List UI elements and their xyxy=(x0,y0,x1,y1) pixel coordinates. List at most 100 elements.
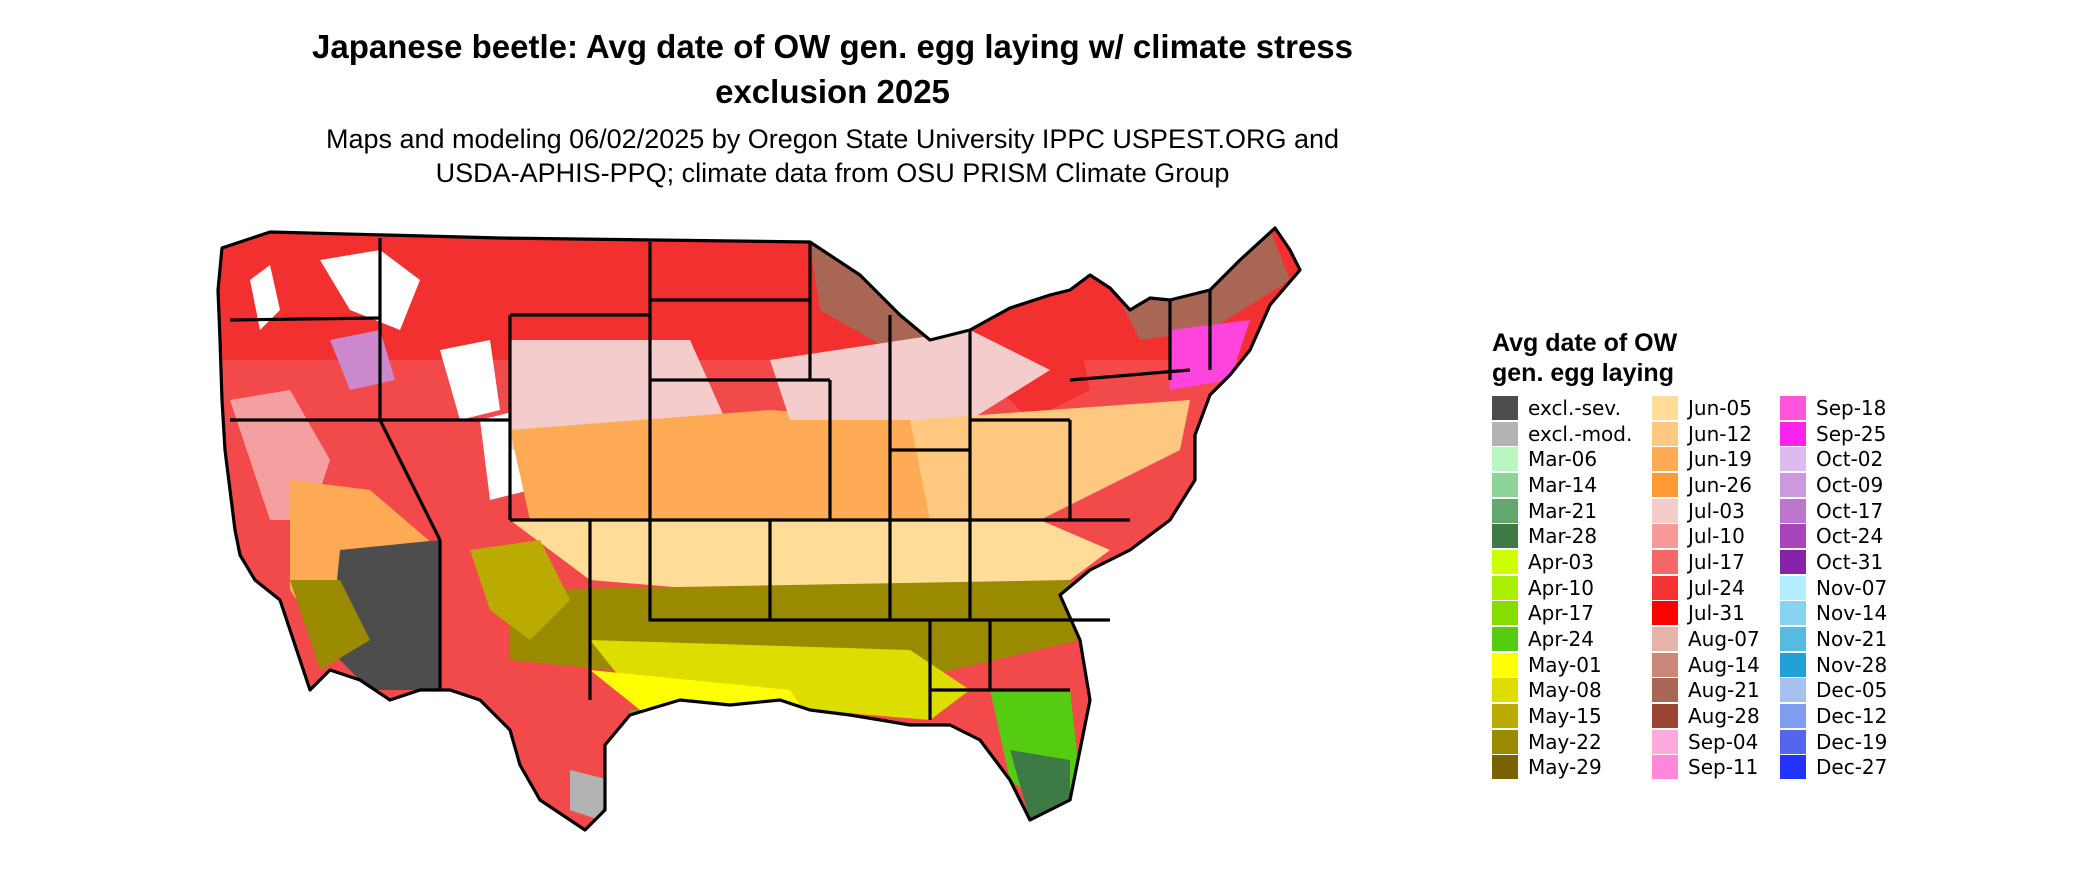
legend-swatch xyxy=(1492,678,1518,703)
legend-label: Dec-19 xyxy=(1816,729,1888,754)
legend-swatch xyxy=(1652,447,1678,472)
legend-label: Oct-31 xyxy=(1816,549,1884,574)
map-subtitle-line-1: Maps and modeling 06/02/2025 by Oregon S… xyxy=(325,124,1340,154)
legend-label: Mar-06 xyxy=(1528,447,1598,472)
legend-swatch xyxy=(1780,627,1806,652)
legend-item: Sep-04 xyxy=(1652,729,1760,755)
map-subtitle: Maps and modeling 06/02/2025 by Oregon S… xyxy=(220,122,1445,190)
legend-swatch xyxy=(1492,395,1518,420)
legend-swatch xyxy=(1492,755,1518,780)
legend-swatch xyxy=(1780,498,1806,523)
legend-item: Jun-12 xyxy=(1652,421,1760,447)
legend-swatch xyxy=(1492,447,1518,472)
legend-label: Apr-03 xyxy=(1528,549,1594,574)
legend-item: Jul-31 xyxy=(1652,601,1760,627)
legend-item: Nov-28 xyxy=(1780,652,1887,678)
legend-swatch xyxy=(1652,678,1678,703)
legend-item: Oct-31 xyxy=(1780,549,1887,575)
legend-label: Dec-12 xyxy=(1816,704,1888,729)
legend-item: excl.-mod. xyxy=(1492,421,1632,447)
legend-swatch xyxy=(1652,627,1678,652)
legend-label: Nov-28 xyxy=(1816,652,1888,677)
legend-item: Sep-25 xyxy=(1780,421,1887,447)
legend-item: Dec-05 xyxy=(1780,678,1887,704)
legend-swatch xyxy=(1652,729,1678,754)
legend-label: May-15 xyxy=(1528,704,1602,729)
map-title: Japanese beetle: Avg date of OW gen. egg… xyxy=(220,24,1445,114)
legend-label: Nov-07 xyxy=(1816,575,1888,600)
legend-swatch xyxy=(1652,575,1678,600)
legend-title-line-2: gen. egg laying xyxy=(1492,359,1674,387)
legend-item: May-29 xyxy=(1492,755,1632,781)
legend-swatch xyxy=(1780,729,1806,754)
legend-swatch xyxy=(1492,729,1518,754)
legend-swatch xyxy=(1780,704,1806,729)
legend-item: Apr-03 xyxy=(1492,549,1632,575)
legend-item: Nov-07 xyxy=(1780,575,1887,601)
legend-item: Sep-18 xyxy=(1780,395,1887,421)
legend-swatch xyxy=(1492,704,1518,729)
us-map xyxy=(216,226,1302,832)
legend-label: Oct-09 xyxy=(1816,472,1884,497)
legend-swatch xyxy=(1652,498,1678,523)
legend-item: Mar-21 xyxy=(1492,498,1632,524)
legend-swatch xyxy=(1652,549,1678,574)
legend-swatch xyxy=(1652,524,1678,549)
legend-item: Jul-24 xyxy=(1652,575,1760,601)
legend-label: May-01 xyxy=(1528,652,1602,677)
legend-label: Mar-21 xyxy=(1528,498,1598,523)
legend-label: Jul-24 xyxy=(1688,575,1745,600)
legend-item: Aug-14 xyxy=(1652,652,1760,678)
map-title-line-2: exclusion 2025 xyxy=(715,73,950,110)
legend-swatch xyxy=(1492,575,1518,600)
legend-item: Aug-21 xyxy=(1652,678,1760,704)
legend-item: May-08 xyxy=(1492,678,1632,704)
legend-swatch xyxy=(1492,498,1518,523)
legend-item: Mar-14 xyxy=(1492,472,1632,498)
legend-label: Dec-05 xyxy=(1816,678,1888,703)
legend-item: Nov-21 xyxy=(1780,626,1887,652)
legend-item: Oct-02 xyxy=(1780,446,1887,472)
legend-swatch xyxy=(1652,395,1678,420)
legend-item: Oct-24 xyxy=(1780,523,1887,549)
legend-item: Apr-17 xyxy=(1492,601,1632,627)
legend-label: Oct-17 xyxy=(1816,498,1884,523)
legend-label: Jul-17 xyxy=(1688,549,1745,574)
legend-column-2: Jun-05 Jun-12 Jun-19 Jun-26 Jul-03 Jul-1… xyxy=(1652,395,1760,780)
legend-swatch xyxy=(1780,524,1806,549)
legend-item: Nov-14 xyxy=(1780,601,1887,627)
legend-swatch xyxy=(1652,601,1678,626)
legend-label: Jul-10 xyxy=(1688,524,1745,549)
legend-label: Sep-11 xyxy=(1688,755,1759,780)
map-title-line-1: Japanese beetle: Avg date of OW gen. egg… xyxy=(311,28,1354,65)
legend-column-1: excl.-sev. excl.-mod. Mar-06 Mar-14 Mar-… xyxy=(1492,395,1632,780)
legend-label: Sep-18 xyxy=(1816,395,1887,420)
legend-item: May-01 xyxy=(1492,652,1632,678)
legend-label: Aug-28 xyxy=(1688,704,1760,729)
legend-swatch xyxy=(1780,601,1806,626)
legend-item: Jul-17 xyxy=(1652,549,1760,575)
legend-item: Apr-24 xyxy=(1492,626,1632,652)
legend-label: Apr-10 xyxy=(1528,575,1594,600)
legend-swatch xyxy=(1492,601,1518,626)
legend-label: Jun-19 xyxy=(1688,447,1752,472)
legend-label: Nov-21 xyxy=(1816,627,1888,652)
legend-swatch xyxy=(1780,447,1806,472)
legend-swatch xyxy=(1492,549,1518,574)
legend-item: Oct-09 xyxy=(1780,472,1887,498)
legend-swatch xyxy=(1652,421,1678,446)
legend-label: Mar-14 xyxy=(1528,472,1598,497)
legend-label: Jul-03 xyxy=(1688,498,1745,523)
legend-label: Aug-07 xyxy=(1688,627,1760,652)
legend-swatch xyxy=(1492,652,1518,677)
legend-swatch xyxy=(1492,627,1518,652)
legend-label: Apr-17 xyxy=(1528,601,1594,626)
legend-swatch xyxy=(1652,652,1678,677)
state-boundaries xyxy=(216,226,1302,832)
legend-item: Jun-19 xyxy=(1652,446,1760,472)
legend-item: excl.-sev. xyxy=(1492,395,1632,421)
legend-title: Avg date of OW gen. egg laying xyxy=(1492,328,1752,388)
legend-item: Jul-10 xyxy=(1652,523,1760,549)
legend-item: Dec-19 xyxy=(1780,729,1887,755)
legend-title-line-1: Avg date of OW xyxy=(1492,329,1678,357)
